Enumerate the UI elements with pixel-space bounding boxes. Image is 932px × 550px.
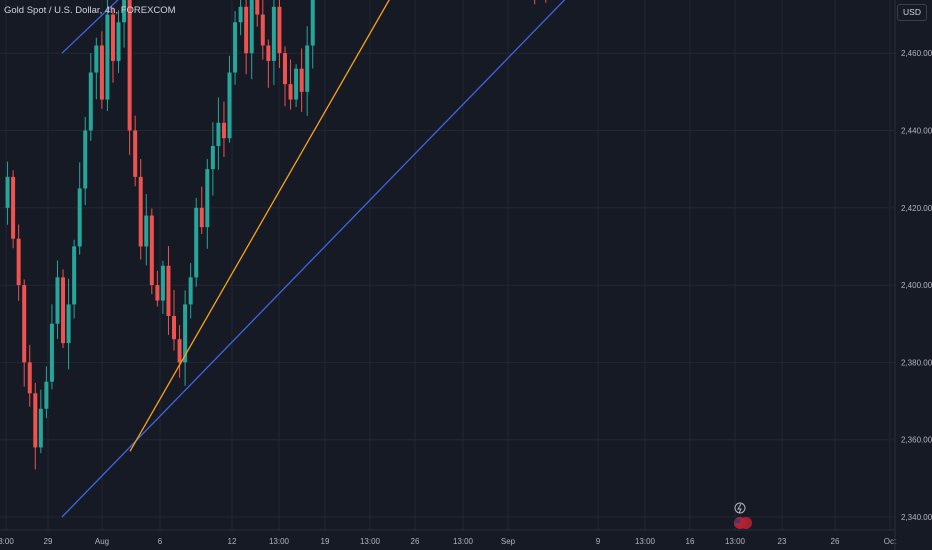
chart-grid — [0, 0, 895, 530]
candle-body — [66, 304, 71, 344]
candle-body — [94, 45, 99, 73]
candle-body — [199, 207, 204, 228]
candle-body — [11, 176, 16, 239]
candle-body — [244, 6, 249, 54]
candle-body — [305, 45, 310, 92]
x-tick-label: 29 — [44, 537, 53, 546]
x-tick-label: Oct — [884, 537, 897, 546]
x-tick-label: 13:00 — [635, 537, 656, 546]
channel-upper-line — [61, 0, 119, 54]
lightning-icon-glyph — [737, 503, 742, 514]
candle-body — [55, 277, 60, 324]
y-tick-label: 2,440.00 — [901, 127, 932, 136]
candle-body — [210, 145, 215, 170]
candle-body — [38, 408, 43, 448]
candle-body — [83, 130, 88, 189]
x-tick-label: 12 — [228, 537, 237, 546]
candlestick-series — [5, 0, 547, 470]
candle-body — [216, 122, 221, 146]
us-flag-canton — [735, 519, 740, 523]
x-tick-label: 13:00 — [453, 537, 474, 546]
x-tick-label: 13:00 — [269, 537, 290, 546]
x-tick-label: Aug — [95, 537, 109, 546]
candle-body — [122, 0, 127, 23]
x-tick-label: 19 — [321, 537, 330, 546]
candle-body — [99, 45, 104, 100]
candle-body — [144, 215, 149, 247]
trendline-orange — [129, 0, 390, 452]
candle-body — [127, 0, 132, 131]
candle-body — [138, 176, 143, 247]
candle-body — [110, 14, 115, 61]
chart-drawings — [61, 0, 566, 518]
candle-body — [310, 0, 315, 46]
candle-body — [44, 381, 49, 409]
candle-body — [5, 176, 10, 208]
candle-body — [260, 14, 265, 46]
candle-body — [227, 72, 232, 139]
candle-body — [205, 169, 210, 228]
candle-body — [194, 207, 199, 278]
candle-body — [249, 0, 254, 54]
candle-body — [277, 6, 282, 54]
y-tick-label: 2,380.00 — [901, 358, 932, 367]
candle-body — [16, 238, 21, 286]
candle-body — [72, 246, 77, 305]
x-tick-label: 13:00 — [360, 537, 381, 546]
candle-body — [271, 6, 276, 61]
candle-body — [282, 53, 287, 85]
candle-body — [299, 68, 304, 92]
lightning-icon — [734, 502, 746, 514]
candle-body — [188, 277, 193, 305]
candle-body — [77, 188, 82, 247]
candle-body — [160, 265, 165, 301]
chart-title: Gold Spot / U.S. Dollar, 4h, FOREXCOM — [4, 5, 176, 16]
candle-body — [177, 339, 182, 363]
candle-body — [149, 215, 154, 286]
y-tick-label: 2,460.00 — [901, 49, 932, 58]
y-tick-label: 2,420.00 — [901, 204, 932, 213]
candle-body — [27, 362, 32, 394]
candle-body — [172, 316, 177, 340]
candle-body — [266, 45, 271, 61]
candle-body — [49, 323, 54, 382]
x-tick-label: Sep — [501, 537, 516, 546]
candle-body — [183, 304, 188, 363]
candle-body — [155, 285, 160, 301]
candle-body — [105, 14, 110, 100]
candle-body — [133, 130, 138, 177]
channel-lower-line — [61, 0, 566, 518]
candle-body — [288, 84, 293, 100]
candle-body — [255, 0, 260, 15]
candle-body — [221, 122, 226, 139]
candle-body — [238, 6, 243, 23]
y-tick-label: 2,400.00 — [901, 281, 932, 290]
x-tick-label: 23 — [778, 537, 787, 546]
candle-body — [294, 68, 299, 100]
candle-body — [22, 285, 27, 363]
y-tick-label: 2,360.00 — [901, 436, 932, 445]
x-tick-label: 3:00 — [0, 537, 14, 546]
x-tick-label: 6 — [158, 537, 163, 546]
candle-body — [166, 265, 171, 317]
candle-body — [233, 22, 238, 73]
x-tick-label: 9 — [596, 537, 601, 546]
us-flag-icon — [740, 517, 752, 529]
candle-body — [33, 393, 38, 448]
y-tick-label: 2,340.00 — [901, 513, 932, 522]
x-tick-label: 13:00 — [725, 537, 746, 546]
x-tick-label: 26 — [411, 537, 420, 546]
x-tick-label: 26 — [831, 537, 840, 546]
candle-body — [116, 22, 121, 61]
x-tick-label: 16 — [686, 537, 695, 546]
candle-body — [61, 277, 66, 344]
currency-button[interactable]: USD — [897, 4, 927, 21]
candle-body — [88, 72, 93, 131]
